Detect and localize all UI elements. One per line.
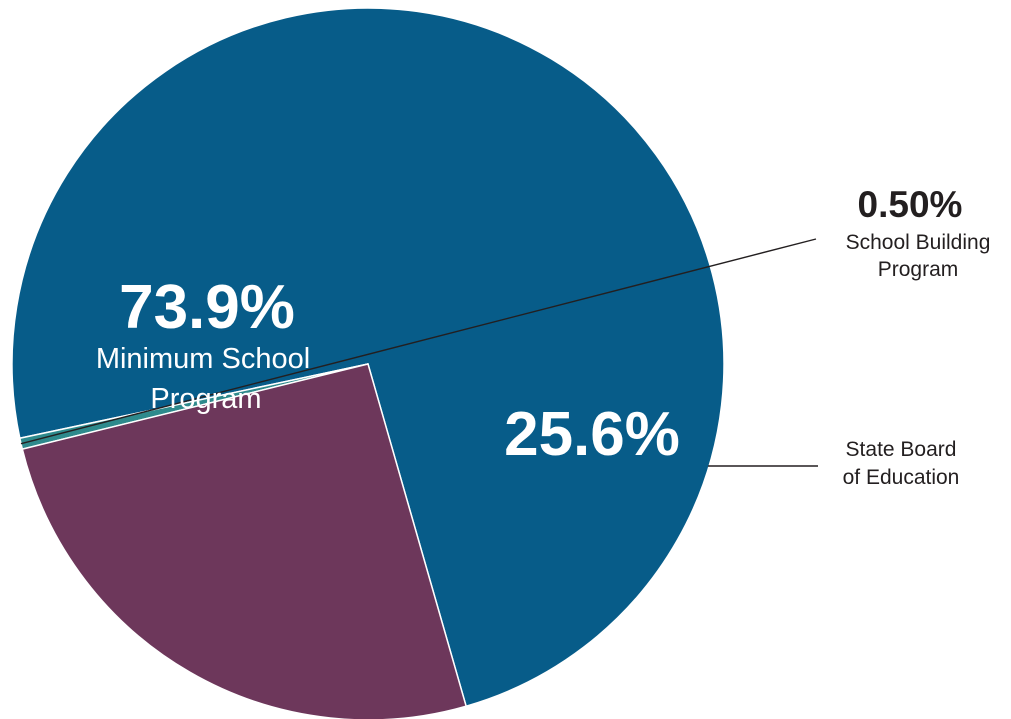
pie-slice-state-board-of-education <box>21 363 468 719</box>
slice-label-school-building-program-line-2: Program <box>878 258 959 281</box>
slice-percent-school-building-program: 0.50% <box>858 184 963 225</box>
slice-label-minimum-school-program-line-1: Minimum School <box>96 343 310 375</box>
slice-percent-minimum-school-program: 73.9% <box>119 273 295 342</box>
leader-line-school-building-program <box>20 238 817 445</box>
slice-label-school-building-program-line-1: School Building <box>846 231 991 254</box>
slice-label-state-board-of-education-line-1: State Board <box>846 438 957 461</box>
slice-label-minimum-school-program-line-2: Program <box>150 383 261 415</box>
slice-label-state-board-of-education-line-2: of Education <box>843 466 960 489</box>
slice-percent-state-board-of-education: 25.6% <box>504 400 680 469</box>
pie-slices <box>11 7 725 719</box>
pie-slice-minimum-school-program <box>11 7 725 708</box>
leader-lines <box>20 238 818 467</box>
